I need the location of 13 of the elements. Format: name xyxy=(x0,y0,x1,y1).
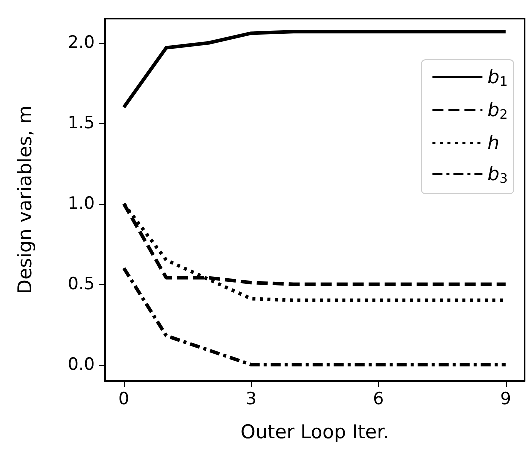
legend-label: h xyxy=(488,132,500,154)
line-series xyxy=(122,266,508,367)
x-tick-label: 0 xyxy=(118,390,130,410)
y-tick-label: 2.0 xyxy=(68,33,95,54)
x-axis-title: Outer Loop Iter. xyxy=(240,422,390,444)
x-tick-label: 3 xyxy=(246,390,257,410)
x-tick-label: 9 xyxy=(500,390,512,410)
y-tick-label: 1.0 xyxy=(68,194,95,214)
y-tick-label: 0.0 xyxy=(68,354,95,375)
x-tick-label: 6 xyxy=(373,390,384,410)
y-axis-title: Design variables, m xyxy=(14,106,36,294)
y-tick-label: 0.5 xyxy=(68,274,95,294)
y-tick-label: 1.5 xyxy=(68,114,95,134)
